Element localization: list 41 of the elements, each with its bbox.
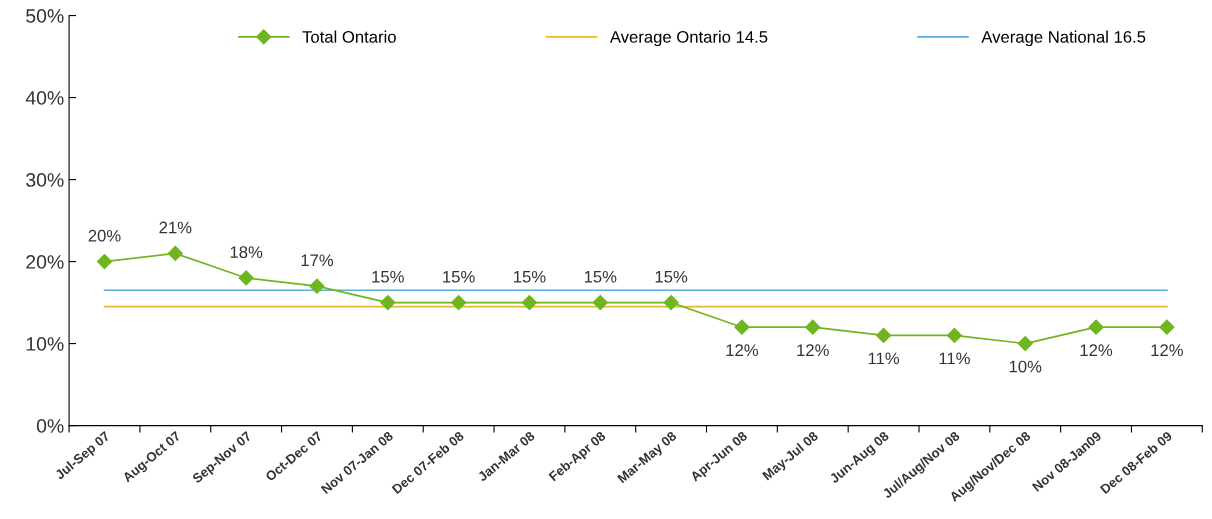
data-label: 10% <box>1009 360 1042 373</box>
legend-label: Average National 16.5 <box>981 30 1146 47</box>
point <box>946 327 962 343</box>
point <box>309 278 325 294</box>
data-label: 15% <box>372 270 404 283</box>
point <box>592 295 608 311</box>
y-tick-label: 40% <box>25 91 64 105</box>
data-label: 11% <box>939 352 970 365</box>
y-tick-label: 50% <box>26 9 64 23</box>
data-label: 12% <box>1080 344 1113 357</box>
point <box>663 295 679 311</box>
point <box>521 295 538 311</box>
data-label: 12% <box>797 344 829 357</box>
data-label: 15% <box>443 270 475 283</box>
point <box>1088 319 1104 335</box>
point <box>876 327 892 343</box>
data-label: 18% <box>230 246 263 259</box>
y-tick-label: 10% <box>26 337 64 351</box>
point <box>167 245 183 261</box>
point <box>734 319 750 335</box>
data-label: 12% <box>1151 344 1183 357</box>
data-label: 15% <box>584 270 617 283</box>
data-label: 11% <box>868 352 900 365</box>
point <box>1159 319 1175 335</box>
point <box>96 254 113 270</box>
data-label: 15% <box>514 270 546 283</box>
y-tick-label: 0% <box>36 419 64 433</box>
legend-label: Average Ontario 14.5 <box>609 30 768 47</box>
point <box>380 295 396 311</box>
legend-label: Total Ontario <box>302 30 396 43</box>
y-tick-label: 20% <box>26 255 64 269</box>
point <box>1017 336 1033 352</box>
point <box>451 295 467 311</box>
data-label: 20% <box>88 229 121 242</box>
point <box>805 319 821 335</box>
data-label: 15% <box>655 270 688 283</box>
data-label: 17% <box>301 254 334 267</box>
point <box>238 270 254 286</box>
data-label: 12% <box>726 344 759 357</box>
data-label: 21% <box>159 221 192 234</box>
y-tick-label: 30% <box>26 173 64 187</box>
